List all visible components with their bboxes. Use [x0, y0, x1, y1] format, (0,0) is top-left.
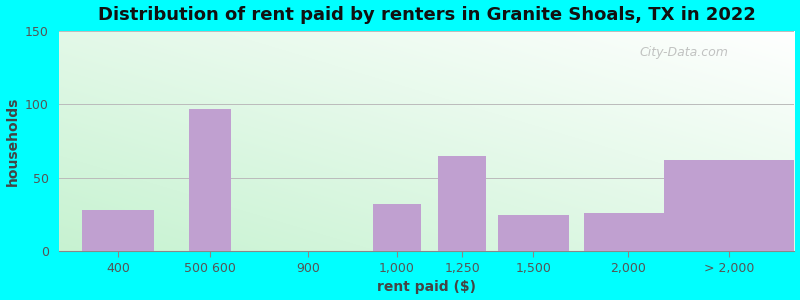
Bar: [438, 156, 486, 251]
Bar: [82, 210, 154, 251]
Bar: [373, 204, 421, 251]
Y-axis label: households: households: [6, 96, 19, 186]
Bar: [664, 160, 794, 251]
Bar: [584, 213, 673, 251]
Text: City-Data.com: City-Data.com: [640, 46, 729, 59]
Bar: [498, 215, 569, 251]
Bar: [190, 109, 230, 251]
Title: Distribution of rent paid by renters in Granite Shoals, TX in 2022: Distribution of rent paid by renters in …: [98, 6, 755, 24]
X-axis label: rent paid ($): rent paid ($): [377, 280, 476, 294]
